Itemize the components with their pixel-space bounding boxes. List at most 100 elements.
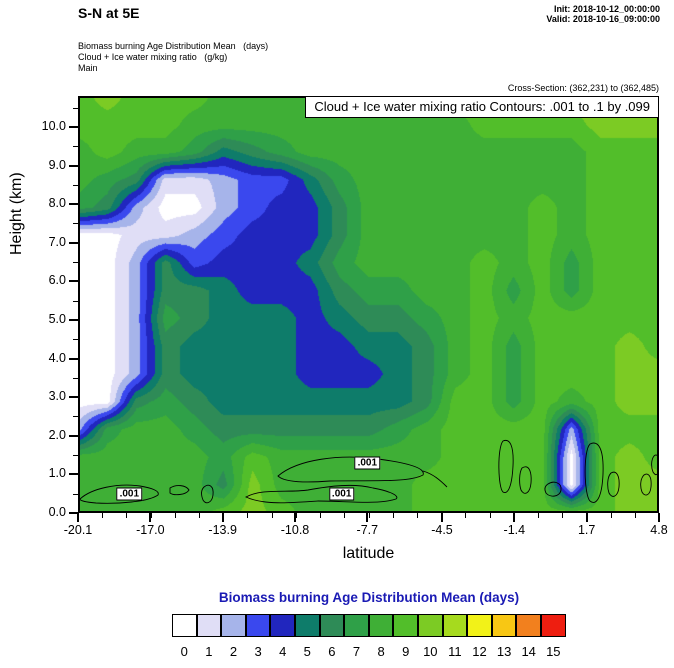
x-minor-tick: [271, 513, 273, 518]
init-timestamp: Init: 2018-10-12_00:00:00: [553, 4, 660, 14]
y-tick-mark: [69, 280, 78, 283]
x-tick-mark: [221, 513, 224, 522]
colorbar-swatch: [467, 614, 492, 637]
colorbar-swatch: [270, 614, 295, 637]
colorbar-tick-label: 5: [303, 644, 311, 659]
page-title: S-N at 5E: [78, 5, 140, 21]
colorbar-swatch: [221, 614, 246, 637]
x-tick-label: -1.4: [503, 523, 526, 537]
colorbar-tick-label: 0: [180, 644, 188, 659]
colorbar-swatch: [295, 614, 320, 637]
y-tick-label: 0.0: [48, 505, 66, 519]
y-minor-tick: [73, 184, 78, 186]
y-minor-tick: [73, 455, 78, 457]
x-tick-label: -7.7: [356, 523, 379, 537]
x-tick-label: -10.8: [280, 523, 310, 537]
cloud-contour-line: [79, 484, 159, 504]
y-tick-label: 4.0: [48, 350, 66, 365]
x-minor-tick: [320, 513, 322, 518]
y-tick-mark: [69, 241, 78, 244]
colorbar-tick-label: 14: [521, 644, 536, 659]
colorbar-swatch: [541, 614, 566, 637]
y-tick-label: 2.0: [48, 427, 66, 442]
y-minor-tick: [73, 416, 78, 418]
x-minor-tick: [634, 513, 636, 518]
colorbar-swatch: [368, 614, 394, 637]
y-minor-tick: [73, 146, 78, 148]
x-tick-mark: [294, 513, 296, 522]
y-tick-label: 3.0: [48, 389, 66, 404]
y-tick-mark: [69, 512, 78, 514]
cross-section-plot: .001 .001 .001 Cloud + Ice water mixing ra…: [78, 96, 659, 513]
x-minor-tick: [441, 513, 443, 518]
x-tick-mark: [149, 513, 152, 522]
field-description-2: Cloud + Ice water mixing ratio (g/kg): [78, 52, 228, 62]
colorbar-tick-label: 13: [496, 644, 512, 659]
x-minor-tick: [465, 513, 467, 518]
y-tick-mark: [69, 318, 78, 321]
colorbar-swatch: [196, 614, 222, 637]
x-minor-tick: [610, 513, 612, 518]
valid-timestamp: Valid: 2018-10-16_09:00:00: [546, 14, 660, 24]
x-tick-label: -20.1: [63, 523, 93, 537]
colorbar-tick-label: 1: [205, 644, 213, 659]
x-axis-title: latitude: [342, 545, 395, 562]
cloud-contour-line: [244, 484, 398, 504]
colorbar-swatch: [344, 614, 369, 637]
cloud-contour-line: [201, 484, 214, 504]
field-description-1: Biomass burning Age Distribution Mean (d…: [78, 41, 269, 51]
y-minor-tick: [73, 493, 78, 495]
cloud-contour-line: [422, 470, 448, 488]
cloud-contour-line: [584, 442, 604, 503]
x-minor-tick: [489, 513, 491, 518]
x-minor-tick: [78, 513, 79, 518]
colorbar-tick-label: 6: [328, 644, 336, 659]
contour-info-box: Cloud + Ice water mixing ratio Contours:…: [305, 96, 659, 118]
colorbar-tick-label: 10: [423, 644, 438, 659]
field-description-3: Main: [78, 63, 98, 73]
colorbar-tick-label: 4: [279, 644, 287, 659]
cloud-contour-line: [651, 454, 659, 476]
x-tick-label: -13.9: [208, 523, 237, 537]
colorbar-swatch: [319, 614, 345, 637]
y-tick-mark: [69, 473, 78, 476]
colorbar-tick-label: 11: [448, 644, 462, 659]
colorbar-tick-label: 7: [352, 644, 361, 659]
legend-title: Biomass burning Age Distribution Mean (d…: [218, 590, 520, 605]
y-tick-label: 7.0: [48, 234, 66, 249]
colorbar-swatch: [491, 614, 517, 637]
x-minor-tick: [659, 513, 660, 518]
cloud-contour-line: [169, 485, 190, 496]
y-tick-label: 9.0: [48, 157, 66, 172]
cloud-contour-line: [640, 473, 652, 496]
x-minor-tick: [102, 513, 104, 518]
x-minor-tick: [247, 513, 249, 518]
y-minor-tick: [73, 377, 78, 379]
y-tick-label: 8.0: [48, 196, 66, 211]
colorbar-tick-label: 3: [254, 644, 262, 659]
contour-value-label: .001: [328, 487, 355, 501]
y-minor-tick: [73, 223, 78, 225]
x-minor-tick: [537, 513, 539, 518]
x-minor-tick: [562, 513, 564, 518]
x-minor-tick: [150, 513, 152, 518]
x-tick-label: -4.5: [431, 523, 453, 537]
x-tick-label: 4.8: [650, 523, 668, 537]
colorbar-swatch: [418, 614, 443, 637]
y-tick-mark: [69, 164, 78, 167]
x-minor-tick: [344, 513, 346, 518]
x-minor-tick: [416, 513, 418, 518]
colorbar-tick-label: 15: [546, 644, 561, 659]
colorbar-swatch: [245, 614, 271, 637]
cross-section-info: Cross-Section: (362,231) to (362,485): [507, 83, 659, 93]
colorbar-swatch: [516, 614, 541, 637]
y-minor-tick: [73, 262, 78, 264]
colorbar-tick-label: 8: [377, 644, 385, 659]
y-tick-mark: [69, 203, 78, 206]
colorbar-tick-label: 12: [472, 644, 487, 659]
colorbar-tick-label: 2: [229, 644, 238, 659]
x-minor-tick: [199, 513, 201, 518]
y-tick-label: 10.0: [41, 118, 66, 133]
y-tick-label: 1.0: [48, 466, 66, 481]
contour-value-label: .001: [116, 487, 143, 501]
